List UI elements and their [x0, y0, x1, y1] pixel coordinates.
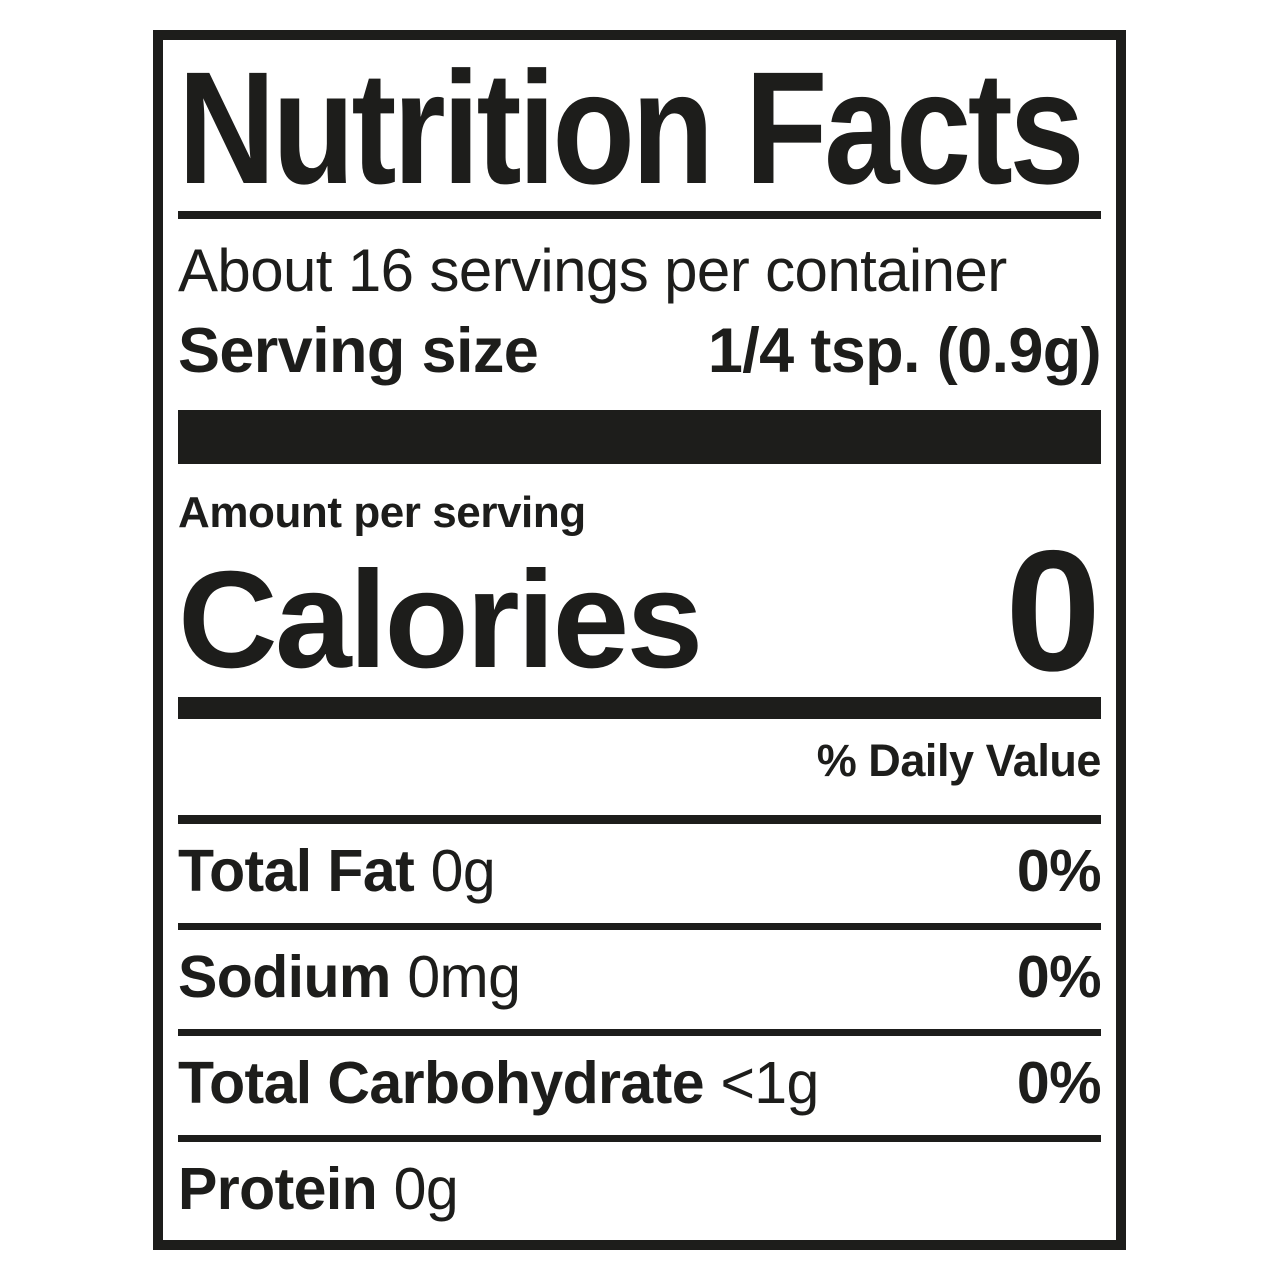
nutrient-name-amount: Total Carbohydrate <1g	[178, 1049, 819, 1116]
nutrient-daily-value: 0%	[1016, 1049, 1102, 1116]
calories-label: Calories	[178, 543, 703, 698]
daily-value-divider-rule	[178, 814, 1101, 824]
calories-value: 0	[1005, 514, 1101, 707]
nutrient-daily-value: 0%	[1016, 837, 1102, 904]
nutrient-name-amount: Total Fat 0g	[178, 837, 496, 904]
nutrient-name: Total Carbohydrate	[178, 1049, 705, 1116]
nutrient-amount: 0g	[393, 1155, 459, 1222]
nutrient-name-amount: Protein 0g	[178, 1155, 459, 1222]
nutrient-daily-value: 0%	[1016, 943, 1102, 1010]
nutrient-row-sodium: Sodium 0mg 0%	[178, 930, 1102, 1029]
row-divider-rule	[178, 1134, 1101, 1142]
medium-separator-bar	[178, 696, 1101, 719]
row-divider-rule	[178, 1028, 1101, 1036]
title-divider-rule	[178, 211, 1101, 220]
nutrient-name-amount: Sodium 0mg	[178, 943, 521, 1010]
nutrient-row-total-carbohydrate: Total Carbohydrate <1g 0%	[178, 1036, 1102, 1135]
daily-value-header: % Daily Value	[816, 734, 1102, 786]
calories-row: Calories 0	[178, 514, 1101, 707]
nutrient-amount: 0mg	[407, 943, 521, 1010]
thick-separator-bar-bottom	[178, 1242, 1101, 1250]
thick-separator-bar-top	[178, 409, 1101, 464]
nutrient-name: Sodium	[178, 943, 391, 1010]
nutrient-amount: <1g	[720, 1049, 819, 1116]
nutrition-facts-label: Nutrition Facts About 16 servings per co…	[153, 30, 1126, 1250]
servings-per-container: About 16 servings per container	[178, 237, 1007, 305]
row-divider-rule	[178, 922, 1101, 930]
label-title: Nutrition Facts	[178, 38, 1085, 217]
nutrient-name: Protein	[178, 1155, 378, 1222]
nutrient-name: Total Fat	[178, 837, 415, 904]
serving-size-row: Serving size 1/4 tsp. (0.9g)	[178, 315, 1102, 387]
serving-size-value: 1/4 tsp. (0.9g)	[707, 316, 1102, 387]
nutrient-row-total-fat: Total Fat 0g 0%	[178, 824, 1102, 923]
amount-per-serving-label: Amount per serving	[178, 487, 586, 537]
serving-size-label: Serving size	[178, 316, 539, 387]
nutrient-amount: 0g	[430, 837, 496, 904]
nutrient-row-protein: Protein 0g	[178, 1142, 1101, 1240]
